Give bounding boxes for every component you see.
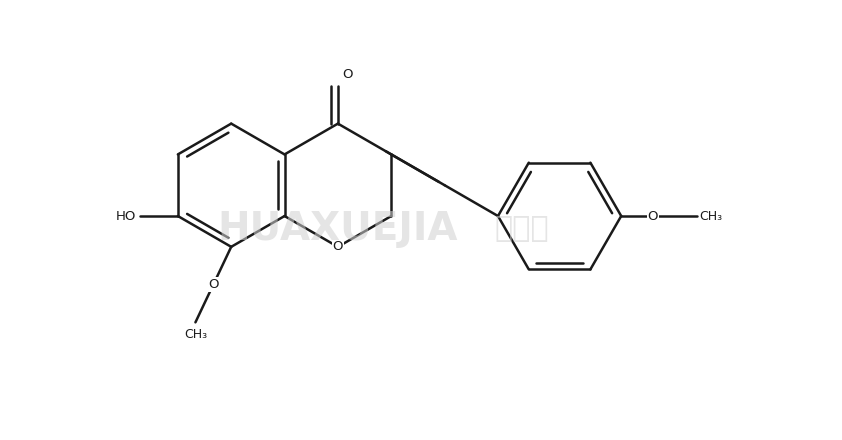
Text: 化学加: 化学加 xyxy=(494,214,549,243)
Text: O: O xyxy=(333,240,344,253)
Text: CH₃: CH₃ xyxy=(184,328,207,341)
Text: CH₃: CH₃ xyxy=(700,209,722,223)
Text: HO: HO xyxy=(115,209,136,223)
Text: O: O xyxy=(647,209,658,223)
Text: O: O xyxy=(208,278,219,291)
Text: HUAXUEJIA: HUAXUEJIA xyxy=(217,210,457,248)
Text: O: O xyxy=(342,68,353,81)
